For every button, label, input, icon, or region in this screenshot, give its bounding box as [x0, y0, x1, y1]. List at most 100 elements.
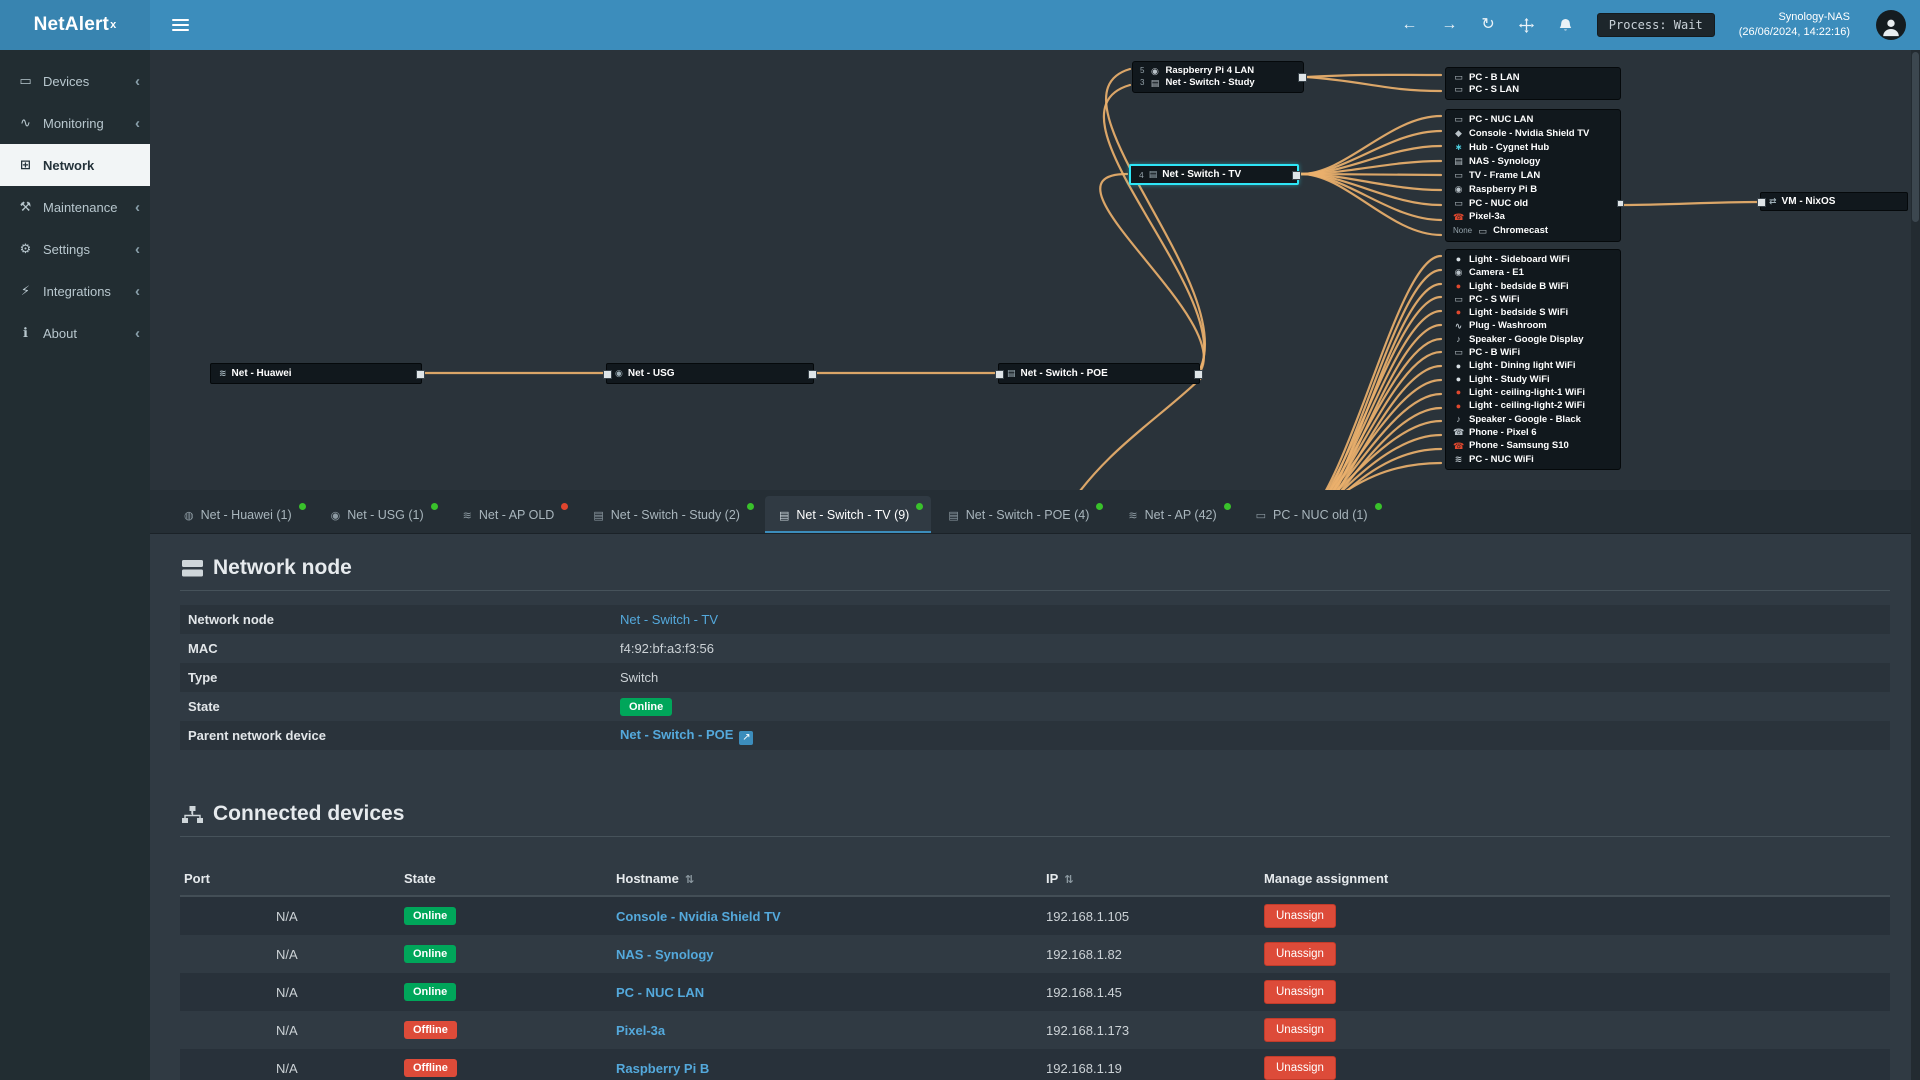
- port-square: [1617, 200, 1624, 207]
- device-row[interactable]: ◉ Raspberry Pi B: [1453, 182, 1613, 196]
- device-label: Camera - E1: [1469, 267, 1524, 279]
- sidebar-item[interactable]: ▭ Devices ‹: [0, 60, 150, 102]
- device-row[interactable]: ● Light - Study WiFi: [1453, 373, 1613, 386]
- node-tab[interactable]: ▭ PC - NUC old (1): [1242, 496, 1390, 533]
- ip-cell: 192.168.1.173: [1046, 1022, 1130, 1038]
- device-label: PC - B WiFi: [1469, 347, 1521, 359]
- device-row[interactable]: ▤ NAS - Synology: [1453, 155, 1613, 169]
- device-row[interactable]: ∿ Plug - Washroom: [1453, 320, 1613, 333]
- node-tab[interactable]: ◍ Net - Huawei (1): [170, 496, 314, 533]
- device-row[interactable]: ☎ Pixel-3a: [1453, 210, 1613, 224]
- device-row[interactable]: ☎ Phone - Samsung S10: [1453, 439, 1613, 452]
- sort-icon[interactable]: ⇅: [1064, 873, 1074, 886]
- device-row[interactable]: ♪ Speaker - Google - Black: [1453, 413, 1613, 426]
- device-row[interactable]: ● Light - Sideboard WiFi: [1453, 253, 1613, 266]
- device-type-icon: ▤: [1150, 77, 1160, 88]
- sidebar-item[interactable]: ⚡ Integrations ‹: [0, 270, 150, 312]
- node-group-study[interactable]: 5 ◉ Raspberry Pi 4 LAN 3 ▤ Net - Switch …: [1132, 61, 1307, 93]
- device-row[interactable]: ◉ Camera - E1: [1453, 266, 1613, 279]
- sort-icon[interactable]: ⇅: [684, 873, 695, 886]
- node-vm-nixos[interactable]: ⇄ VM - NixOS: [1757, 192, 1908, 211]
- connected-devices-table: Port State Hostname ⇅ IP ⇅ Manage assignme…: [180, 861, 1890, 1080]
- status-dot: [1223, 503, 1231, 510]
- device-row[interactable]: ● Light - ceiling-light-1 WiFi: [1453, 386, 1613, 399]
- sidebar-item[interactable]: ⚒ Maintenance ‹: [0, 186, 150, 228]
- unassign-button[interactable]: Unassign: [1264, 942, 1336, 966]
- chevron-left-icon: ‹: [135, 198, 140, 216]
- node-net-switch-poe[interactable]: ▤ Net - Switch - POE: [995, 363, 1203, 384]
- node-net-usg[interactable]: ◉ Net - USG: [603, 363, 817, 384]
- scrollbar-thumb[interactable]: [1912, 52, 1919, 222]
- notifications-bell-icon[interactable]: [1558, 18, 1573, 33]
- sidebar-toggle-button[interactable]: [166, 13, 195, 37]
- port-cell: N/A: [276, 1060, 298, 1076]
- device-type-icon: ▭: [1454, 294, 1463, 305]
- device-row[interactable]: ▭ PC - S WiFi: [1453, 293, 1613, 306]
- device-row[interactable]: ◆ Console - Nvidia Shield TV: [1453, 127, 1613, 141]
- device-row[interactable]: ♪ Speaker - Google Display: [1453, 333, 1613, 346]
- status-dot: [561, 503, 569, 510]
- device-type-icon: ▭: [1454, 84, 1463, 95]
- network-node-link[interactable]: Net - Switch - TV: [620, 612, 719, 627]
- device-row[interactable]: ▭ PC - NUC LAN: [1453, 113, 1613, 127]
- unassign-button[interactable]: Unassign: [1264, 980, 1336, 1004]
- device-row[interactable]: ● Light - bedside B WiFi: [1453, 280, 1613, 293]
- scrollbar[interactable]: [1911, 50, 1920, 1080]
- node-tab[interactable]: ▤ Net - Switch - TV (9): [764, 496, 932, 533]
- sidebar-item[interactable]: ∿ Monitoring ‹: [0, 102, 150, 144]
- device-link[interactable]: Raspberry Pi B: [616, 1060, 710, 1076]
- unassign-button[interactable]: Unassign: [1264, 904, 1336, 928]
- avatar[interactable]: [1876, 10, 1906, 40]
- tab-label: Net - Huawei (1): [200, 508, 292, 522]
- col-ip[interactable]: IP ⇅: [1046, 870, 1074, 886]
- node-net-switch-tv-selected[interactable]: 4 ▤ Net - Switch - TV: [1129, 164, 1301, 185]
- device-row[interactable]: ● Light - ceiling-light-2 WiFi: [1453, 399, 1613, 412]
- device-link[interactable]: Console - Nvidia Shield TV: [616, 908, 781, 924]
- back-icon[interactable]: ←: [1401, 16, 1418, 33]
- process-status-badge[interactable]: Process: Wait: [1596, 13, 1715, 37]
- detail-row: Parent network device Net - Switch - POE…: [180, 721, 1890, 750]
- app-logo[interactable]: NetAlert x: [0, 0, 150, 50]
- device-link[interactable]: Pixel-3a: [616, 1022, 666, 1038]
- device-row[interactable]: ▭ PC - S LAN: [1453, 84, 1613, 97]
- unassign-button[interactable]: Unassign: [1264, 1018, 1336, 1042]
- device-row[interactable]: ▭ PC - B LAN: [1453, 71, 1613, 84]
- state-badge: Online: [404, 983, 457, 1001]
- sidebar-item[interactable]: ⊞ Network: [0, 144, 150, 186]
- device-row[interactable]: ▭ PC - B WiFi: [1453, 346, 1613, 359]
- device-row[interactable]: ☎ Phone - Pixel 6: [1453, 426, 1613, 439]
- port-cell: N/A: [276, 908, 298, 924]
- sidebar-item[interactable]: ⚙ Settings ‹: [0, 228, 150, 270]
- device-label: Light - bedside S WiFi: [1469, 307, 1569, 319]
- refresh-icon[interactable]: ↻: [1481, 16, 1495, 33]
- node-tab[interactable]: ▤ Net - Switch - POE (4): [934, 496, 1111, 533]
- forward-icon[interactable]: →: [1441, 16, 1458, 33]
- device-link[interactable]: PC - NUC LAN: [616, 984, 705, 1000]
- node-tab[interactable]: ◉ Net - USG (1): [317, 496, 446, 533]
- device-row[interactable]: ∗ Hub - Cygnet Hub: [1453, 141, 1613, 155]
- device-row[interactable]: ● Light - bedside S WiFi: [1453, 306, 1613, 319]
- node-tab[interactable]: ≋ Net - AP (42): [1114, 496, 1238, 533]
- sidebar-item[interactable]: ℹ About ‹: [0, 312, 150, 354]
- device-row[interactable]: ● Light - Dining light WiFi: [1453, 360, 1613, 373]
- device-row[interactable]: ▭ PC - NUC old: [1453, 196, 1613, 210]
- device-link[interactable]: NAS - Synology: [616, 946, 714, 962]
- node-net-huawei[interactable]: ≋ Net - Huawei: [210, 363, 425, 384]
- col-hostname[interactable]: Hostname ⇅: [616, 870, 695, 886]
- port-number: 4: [1139, 169, 1144, 180]
- unassign-button[interactable]: Unassign: [1264, 1056, 1336, 1080]
- node-tab[interactable]: ≋ Net - AP OLD: [449, 496, 577, 533]
- device-row[interactable]: 5 ◉ Raspberry Pi 4 LAN: [1140, 65, 1296, 77]
- device-row[interactable]: ≋ PC - NUC WiFi: [1453, 453, 1613, 466]
- device-row[interactable]: ▭ TV - Frame LAN: [1453, 169, 1613, 183]
- external-link-icon[interactable]: ↗: [739, 730, 754, 745]
- parent-node-link[interactable]: Net - Switch - POE: [620, 726, 734, 742]
- device-row[interactable]: 3 ▤ Net - Switch - Study: [1140, 77, 1296, 89]
- device-type-icon: ◉: [1454, 267, 1463, 278]
- move-icon[interactable]: [1518, 17, 1534, 33]
- device-type-icon: ●: [1455, 254, 1462, 265]
- device-label: Chromecast: [1493, 225, 1549, 237]
- device-row[interactable]: None ▭ Chromecast: [1453, 224, 1613, 238]
- chevron-left-icon: ‹: [135, 240, 140, 258]
- node-tab[interactable]: ▤ Net - Switch - Study (2): [579, 496, 762, 533]
